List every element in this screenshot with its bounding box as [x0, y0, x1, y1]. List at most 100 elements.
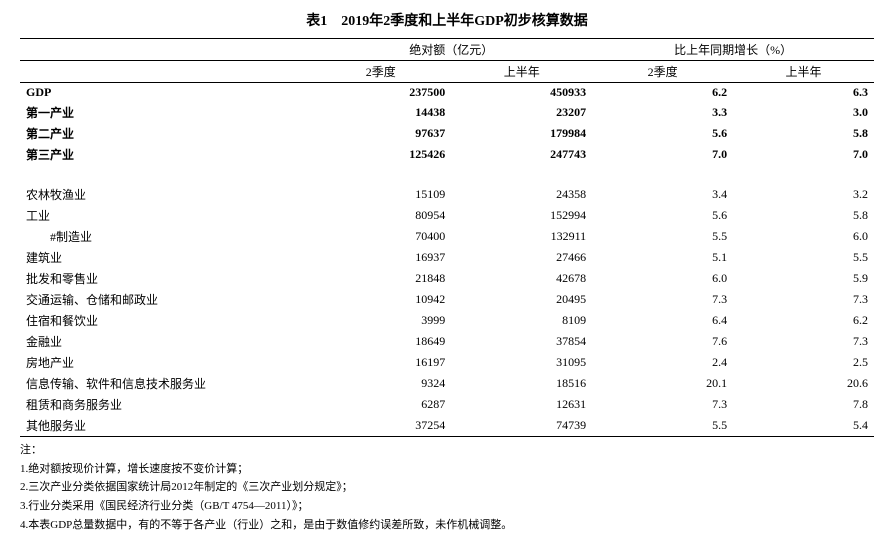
cell-q2-abs: 6287: [310, 394, 451, 415]
cell-label: 住宿和餐饮业: [20, 310, 310, 331]
table-row: 交通运输、仓储和邮政业10942204957.37.3: [20, 289, 874, 310]
cell-q2-g: 7.3: [592, 289, 733, 310]
cell-q2-abs: 16197: [310, 352, 451, 373]
cell-q2-abs: 16937: [310, 247, 451, 268]
header-h1-abs: 上半年: [451, 61, 592, 83]
cell-q2-abs: 18649: [310, 331, 451, 352]
cell-q2-g: 5.5: [592, 415, 733, 437]
cell-q2-g: 6.0: [592, 268, 733, 289]
cell-q2-abs: 14438: [310, 102, 451, 123]
cell-h1-abs: 74739: [451, 415, 592, 437]
cell-h1-g: 6.2: [733, 310, 874, 331]
table-row: 农林牧渔业15109243583.43.2: [20, 184, 874, 205]
note-3: 3.行业分类采用《国民经济行业分类（GB/T 4754—2011）》；: [20, 497, 874, 516]
table-body: GDP237500450933 6.2 6.3第一产业14438232073.33.…: [20, 83, 874, 437]
cell-label: 交通运输、仓储和邮政业: [20, 289, 310, 310]
cell-h1-abs: 132911: [451, 226, 592, 247]
cell-label: GDP: [20, 83, 310, 103]
cell-label: 第三产业: [20, 144, 310, 165]
cell-q2-g: 2.4: [592, 352, 733, 373]
cell-q2-abs: 3999: [310, 310, 451, 331]
table-row: 金融业18649378547.67.3: [20, 331, 874, 352]
cell-h1-g: 5.8: [733, 205, 874, 226]
cell-q2-g: 7.6: [592, 331, 733, 352]
header-blank2: [20, 61, 310, 83]
table-row: 第二产业976371799845.65.8: [20, 123, 874, 144]
cell-q2-g: 7.0: [592, 144, 733, 165]
cell-h1-abs: 247743: [451, 144, 592, 165]
notes: 注： 1.绝对额按现价计算，增长速度按不变价计算； 2.三次产业分类依据国家统计…: [20, 441, 874, 534]
cell-q2-abs: 97637: [310, 123, 451, 144]
cell-h1-abs: 12631: [451, 394, 592, 415]
cell-q2-abs: 9324: [310, 373, 451, 394]
cell-h1-g: 6.3: [733, 83, 874, 103]
gdp-table: 绝对额（亿元） 比上年同期增长（%） 2季度 上半年 2季度 上半年 GDP23…: [20, 38, 874, 437]
cell-h1-abs: 450933: [451, 83, 592, 103]
cell-q2-abs: 70400: [310, 226, 451, 247]
cell-h1-g: 2.5: [733, 352, 874, 373]
note-2: 2.三次产业分类依据国家统计局2012年制定的《三次产业划分规定》；: [20, 478, 874, 497]
cell-h1-g: 3.2: [733, 184, 874, 205]
cell-h1-g: 7.8: [733, 394, 874, 415]
cell-q2-abs: 80954: [310, 205, 451, 226]
gap-row: [20, 165, 874, 184]
cell-q2-g: 5.6: [592, 123, 733, 144]
cell-q2-abs: 21848: [310, 268, 451, 289]
table-row: 其他服务业37254747395.55.4: [20, 415, 874, 437]
cell-h1-g: 7.0: [733, 144, 874, 165]
cell-h1-g: 6.0: [733, 226, 874, 247]
cell-h1-g: 5.8: [733, 123, 874, 144]
table-row: 工业809541529945.65.8: [20, 205, 874, 226]
cell-q2-abs: 37254: [310, 415, 451, 437]
cell-h1-abs: 179984: [451, 123, 592, 144]
cell-h1-abs: 8109: [451, 310, 592, 331]
cell-h1-abs: 27466: [451, 247, 592, 268]
cell-h1-g: 5.5: [733, 247, 874, 268]
cell-q2-g: 5.1: [592, 247, 733, 268]
cell-q2-abs: 10942: [310, 289, 451, 310]
cell-label: 批发和零售业: [20, 268, 310, 289]
cell-label: 第二产业: [20, 123, 310, 144]
table-row: 第三产业1254262477437.07.0: [20, 144, 874, 165]
cell-q2-abs: 237500: [310, 83, 451, 103]
header-q2-abs: 2季度: [310, 61, 451, 83]
cell-h1-g: 7.3: [733, 289, 874, 310]
cell-q2-g: 7.3: [592, 394, 733, 415]
cell-q2-abs: 15109: [310, 184, 451, 205]
table-row: 住宿和餐饮业399981096.46.2: [20, 310, 874, 331]
cell-h1-abs: 23207: [451, 102, 592, 123]
table-row: 批发和零售业21848426786.05.9: [20, 268, 874, 289]
cell-q2-g: 5.6: [592, 205, 733, 226]
cell-label: 建筑业: [20, 247, 310, 268]
cell-label: 第一产业: [20, 102, 310, 123]
header-h1-g: 上半年: [733, 61, 874, 83]
header-abs: 绝对额（亿元）: [310, 39, 592, 61]
header-growth: 比上年同期增长（%）: [592, 39, 874, 61]
header-blank: [20, 39, 310, 61]
cell-label: 房地产业: [20, 352, 310, 373]
table-row: 房地产业16197310952.42.5: [20, 352, 874, 373]
cell-h1-abs: 20495: [451, 289, 592, 310]
cell-h1-abs: 37854: [451, 331, 592, 352]
table-row: #制造业704001329115.56.0: [20, 226, 874, 247]
cell-h1-g: 20.6: [733, 373, 874, 394]
cell-q2-abs: 125426: [310, 144, 451, 165]
cell-h1-g: 5.4: [733, 415, 874, 437]
cell-h1-abs: 31095: [451, 352, 592, 373]
note-4: 4.本表GDP总量数据中，有的不等于各产业（行业）之和，是由于数值修约误差所致，…: [20, 516, 874, 535]
cell-h1-g: 3.0: [733, 102, 874, 123]
cell-h1-g: 7.3: [733, 331, 874, 352]
cell-h1-abs: 152994: [451, 205, 592, 226]
note-1: 1.绝对额按现价计算，增长速度按不变价计算；: [20, 460, 874, 479]
cell-q2-g: 3.4: [592, 184, 733, 205]
cell-label: 金融业: [20, 331, 310, 352]
table-row: 租赁和商务服务业6287126317.37.8: [20, 394, 874, 415]
cell-q2-g: 5.5: [592, 226, 733, 247]
cell-label: 租赁和商务服务业: [20, 394, 310, 415]
table-title: 表1 2019年2季度和上半年GDP初步核算数据: [20, 10, 874, 30]
cell-h1-abs: 24358: [451, 184, 592, 205]
cell-label: 信息传输、软件和信息技术服务业: [20, 373, 310, 394]
table-row: 第一产业14438232073.33.0: [20, 102, 874, 123]
cell-q2-g: 20.1: [592, 373, 733, 394]
cell-label: 农林牧渔业: [20, 184, 310, 205]
